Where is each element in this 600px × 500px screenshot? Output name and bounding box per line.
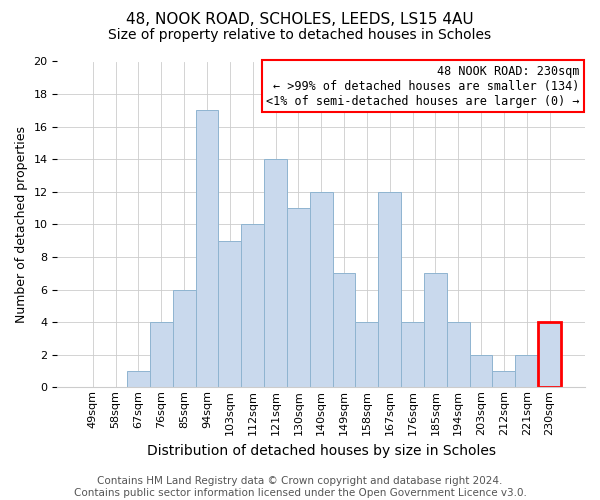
Bar <box>196 110 218 388</box>
Bar <box>127 371 150 388</box>
Bar <box>470 355 493 388</box>
Bar <box>218 240 241 388</box>
Text: 48, NOOK ROAD, SCHOLES, LEEDS, LS15 4AU: 48, NOOK ROAD, SCHOLES, LEEDS, LS15 4AU <box>126 12 474 28</box>
Text: 48 NOOK ROAD: 230sqm
← >99% of detached houses are smaller (134)
<1% of semi-det: 48 NOOK ROAD: 230sqm ← >99% of detached … <box>266 65 580 108</box>
Bar <box>515 355 538 388</box>
Bar <box>332 274 355 388</box>
Bar <box>424 274 447 388</box>
Bar <box>493 371 515 388</box>
Bar <box>264 160 287 388</box>
Bar <box>310 192 332 388</box>
Bar <box>355 322 379 388</box>
Bar <box>538 322 561 388</box>
Text: Size of property relative to detached houses in Scholes: Size of property relative to detached ho… <box>109 28 491 42</box>
Bar <box>173 290 196 388</box>
Text: Contains HM Land Registry data © Crown copyright and database right 2024.
Contai: Contains HM Land Registry data © Crown c… <box>74 476 526 498</box>
Bar <box>401 322 424 388</box>
Bar <box>379 192 401 388</box>
Bar <box>447 322 470 388</box>
Bar <box>150 322 173 388</box>
Y-axis label: Number of detached properties: Number of detached properties <box>15 126 28 323</box>
X-axis label: Distribution of detached houses by size in Scholes: Distribution of detached houses by size … <box>147 444 496 458</box>
Bar <box>241 224 264 388</box>
Bar <box>287 208 310 388</box>
